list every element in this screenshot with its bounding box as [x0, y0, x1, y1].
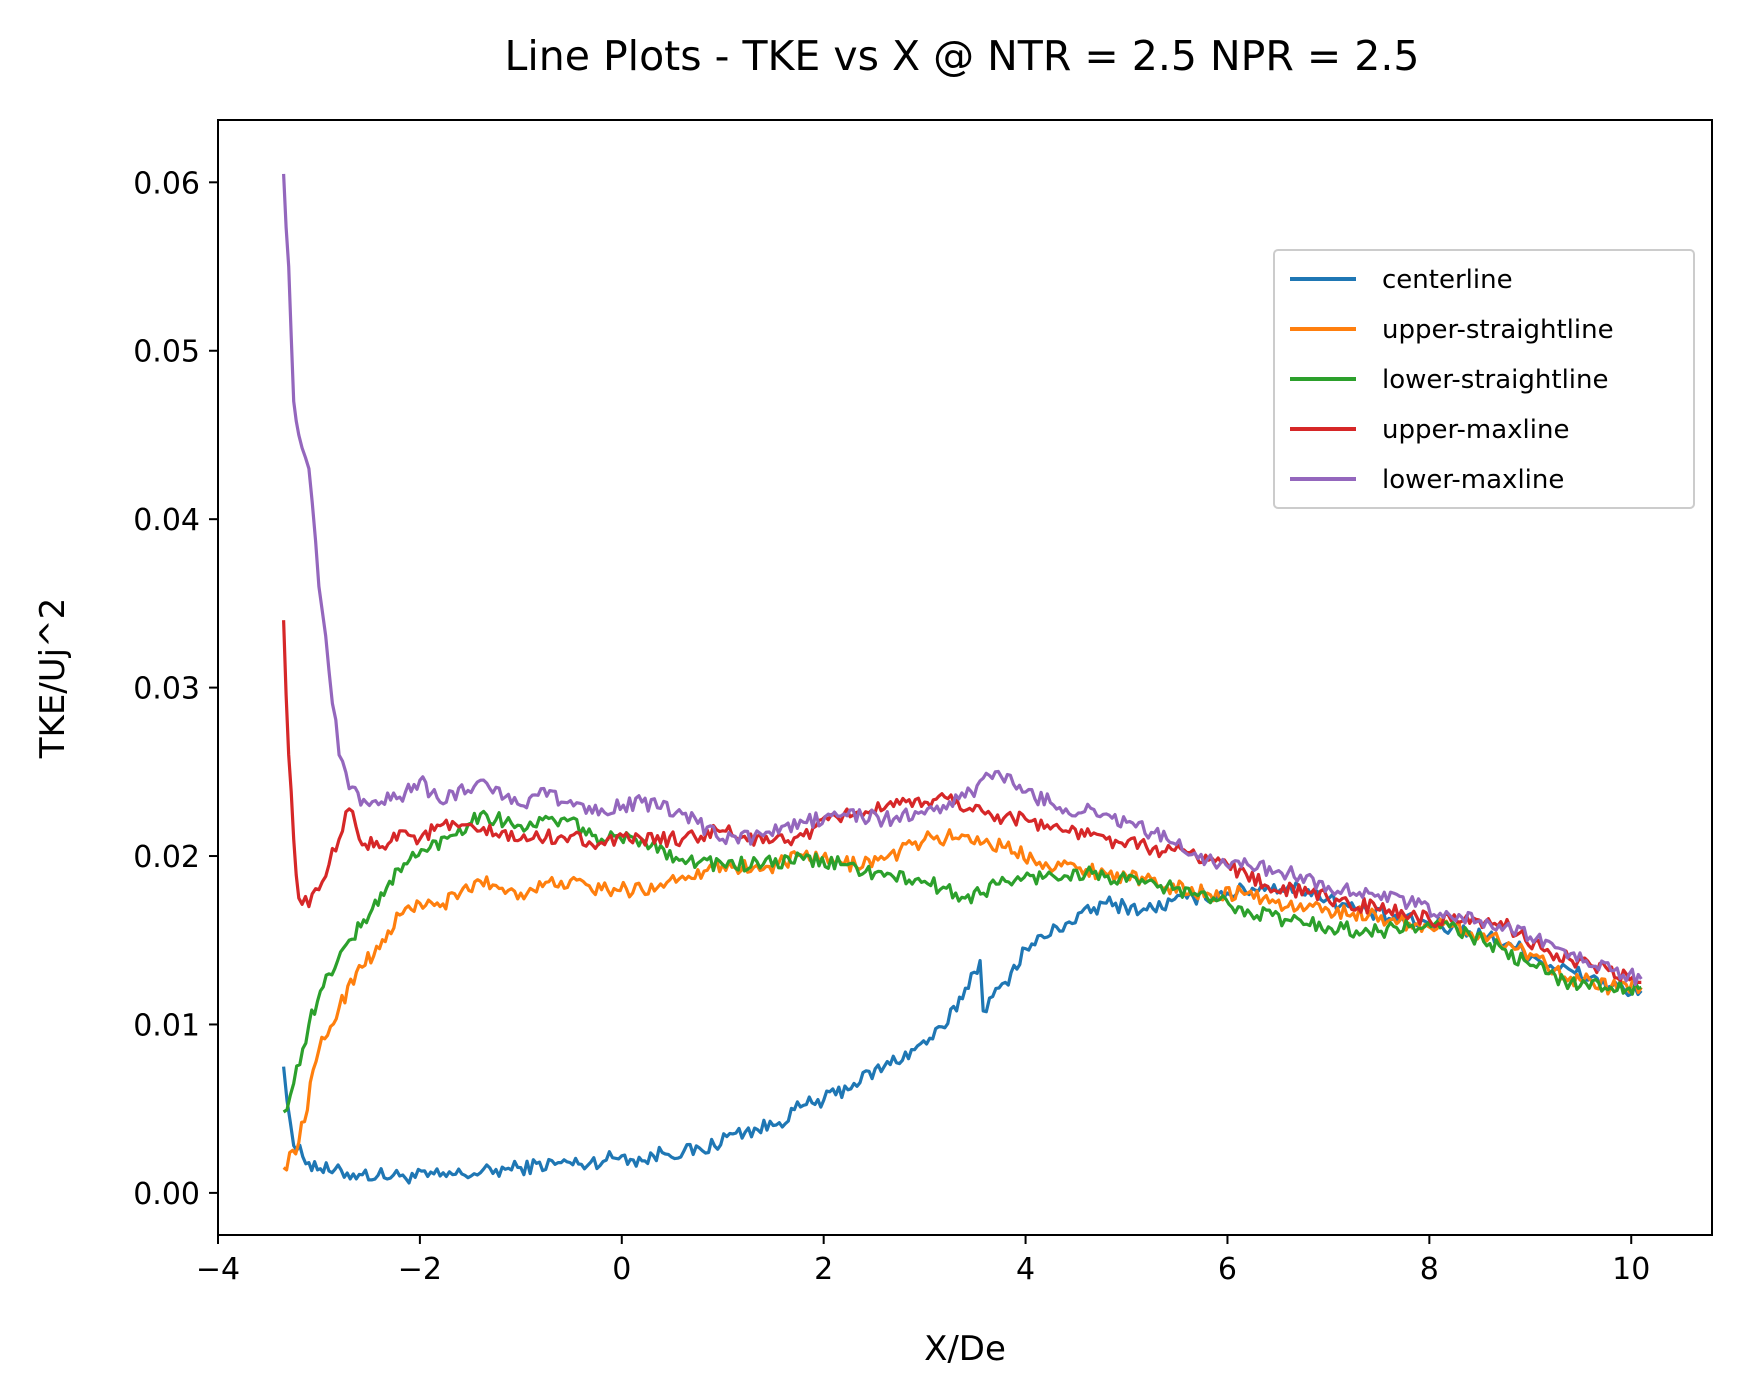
y-axis: 0.00 0.01 0.02 0.03 0.04 0.05 0.06 — [133, 166, 218, 1212]
x-axis: −4 −2 0 2 4 6 8 10 — [196, 1235, 1650, 1287]
y-tick-label: 0.03 — [133, 672, 200, 707]
y-axis-label: TKE/Uj^2 — [33, 598, 73, 759]
y-tick-label: 0.04 — [133, 503, 200, 538]
plot-frame — [217, 119, 1713, 1236]
y-tick-label: 0.05 — [133, 335, 200, 370]
x-tick-label: 10 — [1612, 1252, 1650, 1287]
series-line-lower-maxline — [282, 173, 1643, 987]
legend-label-upper-straightline: upper-straightline — [1382, 315, 1614, 345]
legend-label-lower-straightline: lower-straightline — [1382, 365, 1608, 395]
series-line-lower-straightline — [282, 809, 1642, 1114]
series-layer — [282, 173, 1643, 1185]
legend-items: centerline upper-straightline lower-straig… — [1290, 265, 1614, 495]
y-tick-label: 0.01 — [133, 1008, 200, 1043]
series-line-centerline — [282, 881, 1643, 1185]
x-tick-label: −2 — [398, 1252, 442, 1287]
x-tick-label: 2 — [814, 1252, 833, 1287]
legend-label-centerline: centerline — [1382, 265, 1513, 295]
x-tick-label: 6 — [1218, 1252, 1237, 1287]
legend-label-lower-maxline: lower-maxline — [1382, 465, 1564, 495]
y-tick-label: 0.02 — [133, 840, 200, 875]
legend: centerline upper-straightline lower-straig… — [1273, 249, 1695, 509]
chart-title: Line Plots - TKE vs X @ NTR = 2.5 NPR = … — [504, 32, 1419, 80]
x-tick-label: 0 — [612, 1252, 631, 1287]
x-tick-label: −4 — [196, 1252, 240, 1287]
y-tick-label: 0.00 — [133, 1177, 200, 1212]
x-tick-label: 8 — [1420, 1252, 1439, 1287]
y-tick-label: 0.06 — [133, 166, 200, 201]
x-axis-label: X/De — [924, 1329, 1006, 1369]
legend-label-upper-maxline: upper-maxline — [1382, 415, 1569, 445]
legend-box — [1273, 249, 1695, 509]
plot-area — [217, 119, 1713, 1236]
series-line-upper-maxline — [282, 620, 1642, 984]
x-tick-label: 4 — [1016, 1252, 1035, 1287]
